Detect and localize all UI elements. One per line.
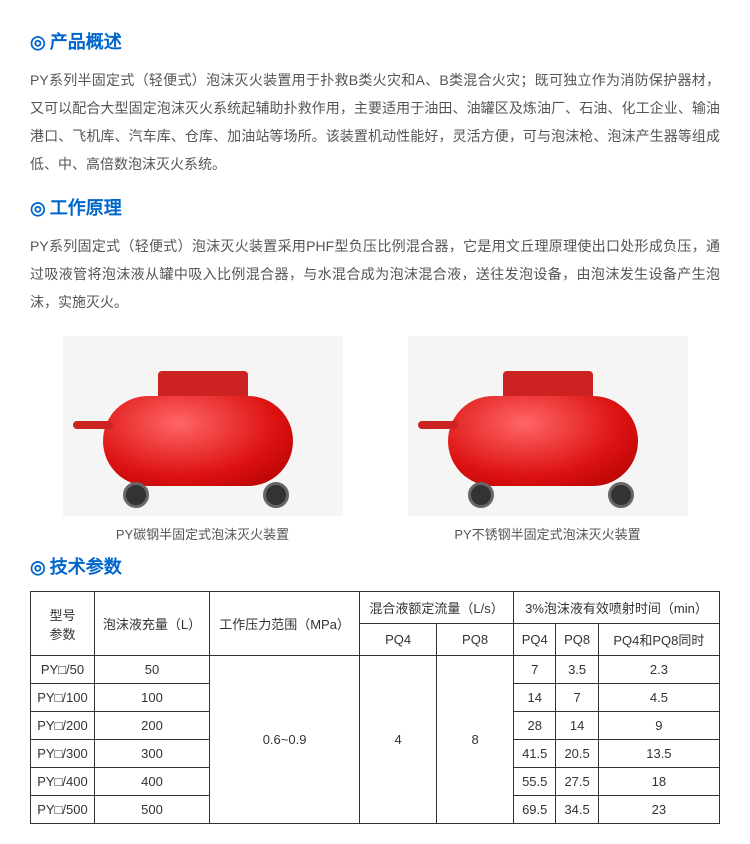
table-body: PY□/50 50 0.6~0.9 4 8 7 3.5 2.3 PY□/100 … <box>31 656 720 824</box>
cell-model: PY□/400 <box>31 768 95 796</box>
cell-t-pq8: 20.5 <box>556 740 598 768</box>
cell-model: PY□/100 <box>31 684 95 712</box>
cell-pq8-flow: 8 <box>437 656 514 824</box>
cell-t-pq4: 14 <box>514 684 556 712</box>
cell-pressure: 0.6~0.9 <box>210 656 360 824</box>
overview-title: 产品概述 <box>30 28 720 54</box>
cell-t-both: 2.3 <box>598 656 719 684</box>
cell-t-both: 4.5 <box>598 684 719 712</box>
th-model: 型号 参数 <box>31 592 95 656</box>
cell-model: PY□/200 <box>31 712 95 740</box>
cell-model: PY□/50 <box>31 656 95 684</box>
cell-volume: 200 <box>94 712 209 740</box>
tank-illustration-stainless <box>408 336 688 516</box>
th-flow: 混合液额定流量（L/s） <box>360 592 514 624</box>
cell-volume: 300 <box>94 740 209 768</box>
product-image-left: PY碳钢半固定式泡沫灭火装置 <box>37 336 368 543</box>
principle-text: PY系列固定式（轻便式）泡沫灭火装置采用PHF型负压比例混合器，它是用文丘理原理… <box>30 232 720 316</box>
image-caption-left: PY碳钢半固定式泡沫灭火装置 <box>116 524 289 543</box>
cell-t-pq4: 41.5 <box>514 740 556 768</box>
cell-t-both: 18 <box>598 768 719 796</box>
cell-t-both: 23 <box>598 796 719 824</box>
cell-t-both: 13.5 <box>598 740 719 768</box>
cell-t-pq8: 3.5 <box>556 656 598 684</box>
product-images-row: PY碳钢半固定式泡沫灭火装置 PY不锈钢半固定式泡沫灭火装置 <box>30 336 720 543</box>
image-caption-right: PY不锈钢半固定式泡沫灭火装置 <box>454 524 640 543</box>
table-header-row-1: 型号 参数 泡沫液充量（L） 工作压力范围（MPa） 混合液额定流量（L/s） … <box>31 592 720 624</box>
cell-volume: 100 <box>94 684 209 712</box>
th-spray: 3%泡沫液有效喷射时间（min） <box>514 592 720 624</box>
cell-t-pq4: 7 <box>514 656 556 684</box>
cell-model: PY□/500 <box>31 796 95 824</box>
th-pq8-time: PQ8 <box>556 624 598 656</box>
th-pq8-flow: PQ8 <box>437 624 514 656</box>
cell-t-pq8: 34.5 <box>556 796 598 824</box>
cell-t-both: 9 <box>598 712 719 740</box>
cell-t-pq8: 7 <box>556 684 598 712</box>
cell-t-pq4: 28 <box>514 712 556 740</box>
params-table: 型号 参数 泡沫液充量（L） 工作压力范围（MPa） 混合液额定流量（L/s） … <box>30 591 720 824</box>
cell-t-pq4: 55.5 <box>514 768 556 796</box>
cell-volume: 500 <box>94 796 209 824</box>
th-volume: 泡沫液充量（L） <box>94 592 209 656</box>
tank-illustration-carbon <box>63 336 343 516</box>
th-pressure: 工作压力范围（MPa） <box>210 592 360 656</box>
th-pq4-time: PQ4 <box>514 624 556 656</box>
principle-title: 工作原理 <box>30 194 720 220</box>
cell-volume: 50 <box>94 656 209 684</box>
overview-text: PY系列半固定式（轻便式）泡沫灭火装置用于扑救B类火灾和A、B类混合火灾；既可独… <box>30 66 720 178</box>
cell-t-pq4: 69.5 <box>514 796 556 824</box>
cell-pq4-flow: 4 <box>360 656 437 824</box>
th-both-time: PQ4和PQ8同时 <box>598 624 719 656</box>
table-row: PY□/50 50 0.6~0.9 4 8 7 3.5 2.3 <box>31 656 720 684</box>
th-pq4-flow: PQ4 <box>360 624 437 656</box>
params-title: 技术参数 <box>30 553 720 579</box>
cell-t-pq8: 27.5 <box>556 768 598 796</box>
cell-volume: 400 <box>94 768 209 796</box>
product-image-right: PY不锈钢半固定式泡沫灭火装置 <box>382 336 713 543</box>
cell-model: PY□/300 <box>31 740 95 768</box>
cell-t-pq8: 14 <box>556 712 598 740</box>
